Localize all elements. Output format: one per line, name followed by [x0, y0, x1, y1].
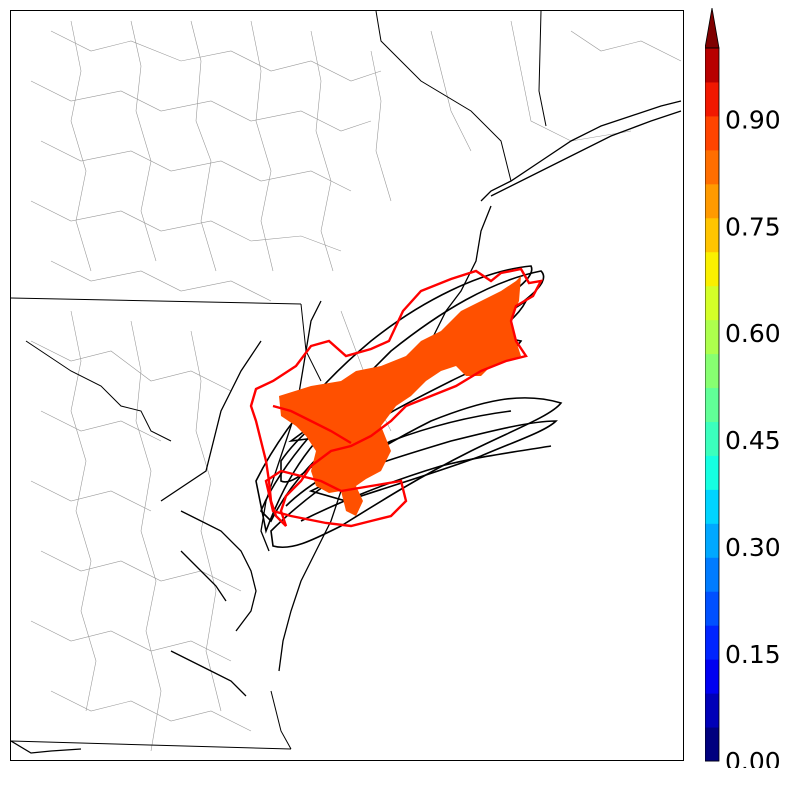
colorbar-level [705, 693, 719, 728]
colorbar-level [705, 523, 719, 558]
colorbar-level [705, 251, 719, 287]
colorbar-level [705, 183, 719, 219]
colorbar-tick-label: 0.15 [725, 640, 781, 669]
colorbar-level [705, 115, 719, 151]
colorbar-level [705, 659, 719, 694]
outline-contours [249, 267, 544, 528]
colorbar-level [705, 353, 719, 389]
state-boundaries [11, 11, 547, 750]
colorbar-extend-arrow [704, 7, 720, 49]
colorbar-svg: 0.00 0.15 0.30 0.45 0.60 0.75 0.90 [704, 7, 781, 776]
colorbar-tick-label: 0.30 [725, 533, 781, 562]
colorbar-level [705, 48, 719, 83]
colorbar-tick-label: 0.90 [725, 105, 781, 134]
colorbar-level [705, 625, 719, 660]
colorbar-tick-label: 0.45 [725, 426, 781, 455]
colorbar-level [705, 285, 719, 321]
colorbar-level [705, 81, 719, 117]
colorbar-ticks: 0.00 0.15 0.30 0.45 0.60 0.75 0.90 [725, 105, 781, 776]
colorbar-blocks [705, 48, 719, 762]
colorbar-level [705, 387, 719, 422]
colorbar-level [705, 319, 719, 355]
colorbar-level [705, 421, 719, 456]
map-svg [11, 11, 682, 754]
colorbar-level [705, 489, 719, 524]
colorbar-level [705, 149, 719, 185]
colorbar-tick-label: 0.60 [725, 319, 781, 348]
colorbar-level [705, 217, 719, 253]
colorbar-level [705, 727, 719, 762]
colorbar-tick-label: 0.00 [725, 747, 781, 768]
map-panel [10, 10, 684, 761]
colorbar-frame [704, 47, 720, 762]
probability-shaded-region [279, 276, 521, 516]
colorbar-level [705, 455, 719, 490]
colorbar-level [705, 557, 719, 592]
county-boundaries [30, 20, 682, 752]
colorbar-tick-label: 0.75 [725, 212, 781, 241]
colorbar: 0.00 0.15 0.30 0.45 0.60 0.75 0.90 [704, 7, 795, 776]
colorbar-level [705, 591, 719, 626]
